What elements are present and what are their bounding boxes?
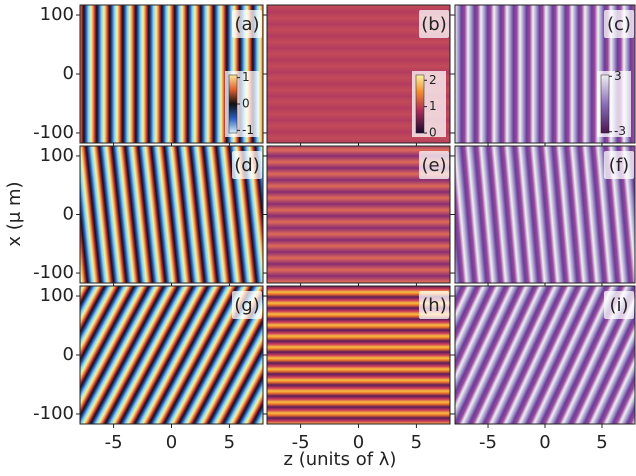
y-tick-label: -100 — [33, 403, 74, 424]
panel-label-box — [604, 291, 634, 319]
colorbar-tick-label: 3 — [614, 69, 622, 83]
panel-label-box — [232, 291, 262, 319]
x-tick-label: 5 — [411, 432, 422, 453]
panel-label: (f) — [609, 155, 629, 176]
x-tick-label: 0 — [353, 432, 364, 453]
x-tick-label: -5 — [292, 432, 310, 453]
x-tick-label: -5 — [105, 432, 123, 453]
panel-label-box — [604, 10, 634, 38]
panel-label: (d) — [234, 155, 259, 176]
colorbar — [600, 74, 610, 134]
x-axis-label: z (units of λ) — [284, 449, 397, 470]
panel-label-box — [419, 10, 449, 38]
y-tick-label: 0 — [63, 204, 74, 225]
panel-label: (h) — [421, 295, 446, 316]
x-tick-label: -5 — [479, 432, 497, 453]
colorbar — [415, 74, 425, 134]
y-tick-label: 0 — [63, 344, 74, 365]
panel-label-box — [232, 151, 262, 179]
panel-label: (b) — [421, 14, 446, 35]
y-tick-label: -100 — [33, 122, 74, 143]
colorbar-tick-label: -1 — [242, 123, 254, 137]
panel-label: (i) — [609, 295, 628, 316]
y-tick-label: 0 — [63, 63, 74, 84]
x-tick-label: 5 — [596, 432, 607, 453]
panel-label-box — [419, 151, 449, 179]
y-tick-label: 100 — [40, 145, 74, 166]
panel-label: (c) — [607, 14, 631, 35]
y-tick-label: -100 — [33, 262, 74, 283]
colorbar-tick-label: 2 — [429, 73, 437, 87]
y-axis-label: x (μ m) — [4, 181, 25, 246]
panel-label-box — [232, 10, 262, 38]
colorbar-tick-label: 0 — [242, 97, 250, 111]
y-tick-label: 100 — [40, 285, 74, 306]
x-tick-label: 5 — [224, 432, 235, 453]
colorbar-tick-label: 1 — [242, 70, 250, 84]
panel-label-box — [419, 291, 449, 319]
panel-label: (g) — [234, 295, 259, 316]
x-tick-label: 0 — [539, 432, 550, 453]
panel-label: (e) — [421, 155, 446, 176]
y-tick-label: 100 — [40, 4, 74, 25]
colorbar-tick-label: -3 — [614, 124, 626, 138]
panel-label: (a) — [234, 14, 259, 35]
colorbar-tick-label: 1 — [429, 99, 437, 113]
panel-label-box — [604, 151, 634, 179]
colorbar-tick-label: 0 — [429, 126, 437, 140]
x-tick-label: 0 — [166, 432, 177, 453]
colorbar — [228, 74, 238, 134]
